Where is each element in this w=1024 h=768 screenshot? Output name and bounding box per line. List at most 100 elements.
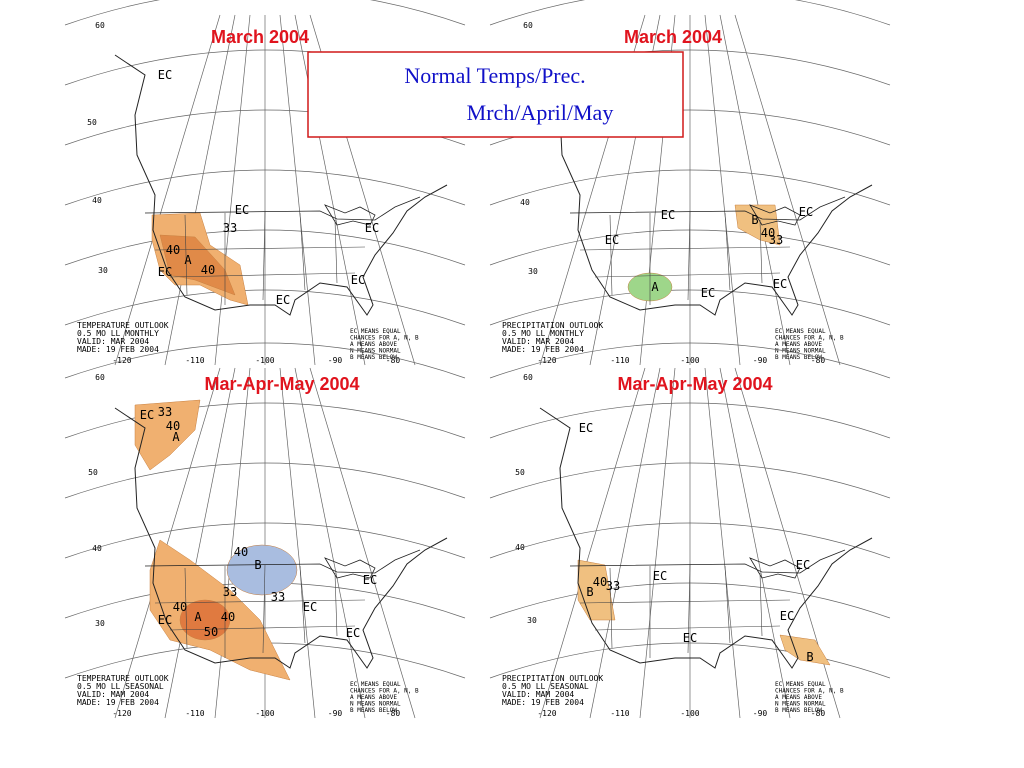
lon-label: -100 [255, 356, 274, 365]
outlook-text: 0.5 MO LL MONTHLY [77, 329, 159, 338]
outlook-text: VALID: MAR 2004 [77, 337, 149, 346]
lat-label: 30 [95, 619, 105, 628]
graticule [294, 367, 366, 719]
lat-label: 60 [95, 21, 105, 30]
state-line [299, 565, 306, 644]
title-line: Normal Temps/Prec. [404, 63, 585, 88]
region-label: 33 [223, 585, 237, 599]
border [569, 196, 846, 221]
shaded-region [179, 599, 231, 641]
graticule [279, 14, 316, 366]
region-label: 40 [761, 226, 775, 240]
map-title: Mar-Apr-May 2004 [617, 374, 772, 394]
state-line [262, 564, 266, 654]
legend-text: CHANCES FOR A, N, B [350, 335, 419, 342]
region-label: B [254, 558, 261, 572]
lon-label: -90 [753, 356, 768, 365]
shaded-region [577, 559, 616, 621]
region-label: EC [363, 573, 377, 587]
lat-label: 60 [523, 373, 533, 382]
lon-label: -100 [680, 709, 699, 718]
shaded-region [734, 204, 781, 246]
lon-label: -90 [753, 709, 768, 718]
legend-text: EC MEANS EQUAL [775, 681, 826, 688]
outlook-text: 0.5 MO LL SEASONAL [502, 682, 589, 691]
outlook-text: PRECIPITATION OUTLOOK [502, 321, 603, 330]
graticule [164, 14, 236, 366]
region-label: A [184, 253, 192, 267]
outlook-text: MADE: 19 FEB 2004 [77, 698, 159, 707]
region-label: EC [140, 408, 154, 422]
lon-label: -80 [386, 709, 401, 718]
state-line [299, 212, 306, 291]
region-label: EC [158, 68, 172, 82]
region-label: EC [780, 609, 794, 623]
state-line [687, 564, 691, 654]
outlook-text: PRECIPITATION OUTLOOK [502, 674, 603, 683]
region-label: 40 [166, 243, 180, 257]
legend-text: A MEANS ABOVE [775, 341, 822, 348]
region-label: 33 [769, 233, 783, 247]
outlook-text: VALID: MAR 2004 [502, 337, 574, 346]
legend-text: B MEANS BELOW [350, 354, 397, 361]
legend-text: A MEANS ABOVE [350, 341, 397, 348]
region-label: EC [796, 558, 810, 572]
map-panel: March 2004 60 40 30 -120 -110 -100 -90 -80 EC EC EC… [489, 0, 891, 366]
outlook-text: MADE: 19 FEB 2004 [502, 345, 584, 354]
coastline [539, 54, 873, 316]
state-line [687, 211, 691, 301]
lon-label: -120 [112, 709, 131, 718]
lon-label: -80 [811, 356, 826, 365]
legend-text: A MEANS ABOVE [775, 694, 822, 701]
region-label: 40 [593, 575, 607, 589]
state-line [724, 565, 731, 644]
lon-label: -110 [185, 709, 204, 718]
lat-label: 40 [515, 543, 525, 552]
lon-label: -90 [328, 356, 343, 365]
graticule [704, 367, 741, 719]
region-label: B [751, 213, 758, 227]
legend-text: N MEANS NORMAL [775, 348, 826, 355]
state-line [759, 219, 763, 284]
legend-text: CHANCES FOR A, N, B [775, 688, 844, 695]
state-line [594, 625, 781, 631]
graticule [704, 14, 741, 366]
graticule [539, 367, 646, 719]
region-label: 50 [204, 625, 218, 639]
state-line [334, 219, 338, 284]
region-label: 40 [221, 610, 235, 624]
state-line [724, 212, 731, 291]
lon-label: -110 [610, 356, 629, 365]
outlook-text: TEMPERATURE OUTLOOK [77, 674, 169, 683]
graticule [489, 0, 891, 26]
graticule [589, 367, 661, 719]
region-label: EC [661, 208, 675, 222]
graticule [164, 367, 236, 719]
state-line [579, 599, 791, 604]
lon-label: -80 [386, 356, 401, 365]
graticule [719, 367, 791, 719]
region-label: EC [653, 569, 667, 583]
region-label: EC [605, 233, 619, 247]
outlook-text: VALID: MAM 2004 [502, 690, 574, 699]
lon-label: -110 [610, 709, 629, 718]
region-label: 40 [201, 263, 215, 277]
legend-text: CHANCES FOR A, N, B [775, 335, 844, 342]
state-line [169, 272, 356, 278]
legend-text: N MEANS NORMAL [350, 348, 401, 355]
lon-label: -120 [537, 709, 556, 718]
graticule [64, 0, 466, 26]
region-label: EC [235, 203, 249, 217]
state-line [184, 567, 188, 649]
graticule [294, 14, 366, 366]
graticule [309, 367, 416, 719]
lat-label: 40 [92, 544, 102, 553]
region-label: EC [276, 293, 290, 307]
legend-text: EC MEANS EQUAL [350, 681, 401, 688]
title-line: Mrch/April/May [467, 100, 614, 125]
legend-text: EC MEANS EQUAL [350, 328, 401, 335]
lat-label: 60 [95, 373, 105, 382]
coastline [539, 407, 873, 669]
region-label: A [194, 610, 202, 624]
